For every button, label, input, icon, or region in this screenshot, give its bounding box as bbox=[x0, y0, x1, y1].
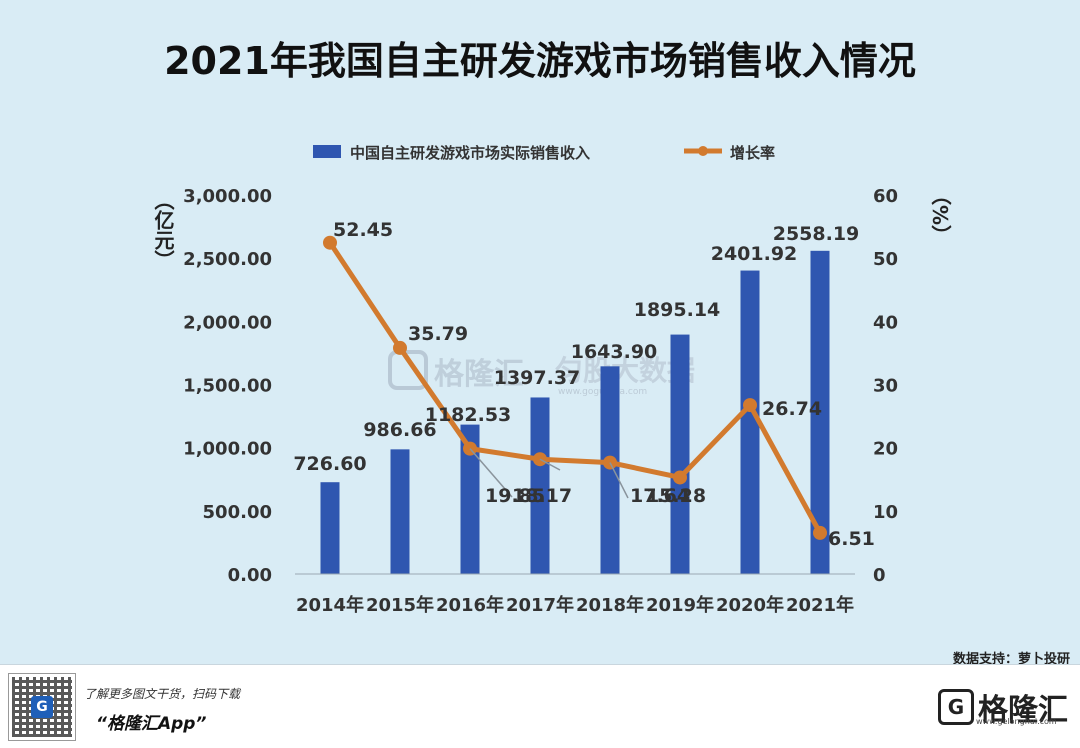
line-value-label: 17.64 bbox=[630, 485, 690, 507]
y-tick-label: 2,500.00 bbox=[183, 249, 272, 270]
legend-line-label: 增长率 bbox=[730, 144, 775, 162]
growth-rate-point bbox=[743, 398, 757, 413]
growth-rate-point bbox=[673, 470, 687, 485]
y-tick-label: 2,000.00 bbox=[183, 312, 272, 333]
brand-url: www.gelonghui.com bbox=[976, 717, 1057, 726]
y-tick-label: 500.00 bbox=[203, 502, 272, 523]
y2-axis-label: （%） bbox=[928, 185, 952, 245]
brand-logo: G 格隆汇 www.gelonghui.com bbox=[938, 685, 1068, 728]
bar bbox=[810, 250, 830, 575]
growth-rate-point bbox=[813, 525, 827, 540]
bar-value-label: 1182.53 bbox=[425, 404, 512, 426]
bar-value-label: 2401.92 bbox=[711, 243, 798, 265]
x-tick-label: 2021年 bbox=[786, 594, 854, 616]
line-value-label: 18.17 bbox=[512, 485, 572, 507]
line-value-label: 26.74 bbox=[762, 398, 822, 420]
line-value-label: 6.51 bbox=[828, 528, 875, 550]
x-tick-label: 2020年 bbox=[716, 594, 784, 616]
bar bbox=[530, 397, 550, 574]
x-tick-label: 2015年 bbox=[366, 594, 434, 616]
x-tick-label: 2017年 bbox=[506, 594, 574, 616]
combo-chart: 格隆汇匀股大数据www.gogudata.com 726.60986.66118… bbox=[151, 144, 952, 616]
bar-value-label: 1397.37 bbox=[494, 367, 581, 389]
bar bbox=[460, 424, 480, 574]
data-source: 数据支持：萝卜投研 bbox=[952, 652, 1070, 667]
y2-tick-label: 20 bbox=[873, 439, 898, 460]
bar-value-label: 1643.90 bbox=[571, 341, 658, 363]
bar-value-label: 986.66 bbox=[363, 419, 436, 441]
line-value-label: 19.85 bbox=[485, 485, 545, 507]
bar-value-label: 726.60 bbox=[293, 453, 366, 475]
promo-text: 了解更多图文干货，扫码下载 bbox=[84, 687, 241, 701]
brand-g-icon: G bbox=[938, 689, 974, 725]
watermark-brand: 格隆汇 bbox=[434, 357, 524, 392]
growth-rate-point bbox=[323, 235, 337, 250]
bar bbox=[740, 270, 760, 574]
growth-rate-point bbox=[393, 340, 407, 355]
chart-title: 2021年我国自主研发游戏市场销售收入情况 bbox=[164, 39, 916, 83]
y2-tick-label: 60 bbox=[873, 186, 898, 207]
y2-tick-label: 50 bbox=[873, 249, 898, 270]
label-leader-line bbox=[469, 448, 513, 498]
x-tick-label: 2019年 bbox=[646, 594, 714, 616]
qr-logo-icon: G bbox=[31, 696, 53, 718]
legend-bar-label: 中国自主研发游戏市场实际销售收入 bbox=[350, 144, 590, 162]
footer: G 了解更多图文干货，扫码下载 “格隆汇App” G 格隆汇 www.gelong… bbox=[0, 664, 1080, 748]
label-leader-line bbox=[539, 458, 561, 471]
y2-tick-label: 10 bbox=[873, 502, 898, 523]
y-tick-label: 1,500.00 bbox=[183, 376, 272, 397]
bar bbox=[600, 366, 620, 574]
growth-rate-line bbox=[327, 241, 823, 535]
y-tick-label: 0.00 bbox=[228, 565, 272, 586]
x-tick-label: 2018年 bbox=[576, 594, 644, 616]
line-value-label: 15.28 bbox=[646, 485, 706, 507]
brand-name: 格隆汇 bbox=[978, 693, 1068, 728]
y2-tick-label: 40 bbox=[873, 312, 898, 333]
legend-line-marker bbox=[698, 146, 708, 156]
y2-tick-label: 0 bbox=[873, 565, 886, 586]
x-tick-label: 2014年 bbox=[296, 594, 364, 616]
y-tick-label: 1,000.00 bbox=[183, 439, 272, 460]
legend-bar-swatch bbox=[313, 145, 341, 158]
x-tick-label: 2016年 bbox=[436, 594, 504, 616]
qr-code[interactable]: G bbox=[8, 673, 76, 741]
line-value-label: 35.79 bbox=[408, 323, 468, 345]
bar bbox=[670, 334, 690, 574]
bar bbox=[390, 449, 410, 574]
watermark-logo-icon bbox=[388, 350, 428, 390]
y-axis-label: （亿元） bbox=[151, 190, 175, 270]
bar bbox=[320, 482, 340, 574]
bar-value-label: 1895.14 bbox=[634, 299, 721, 321]
bar-value-label: 2558.19 bbox=[773, 223, 860, 245]
line-value-label: 52.45 bbox=[333, 219, 393, 241]
y2-tick-label: 30 bbox=[873, 376, 898, 397]
y-tick-label: 3,000.00 bbox=[183, 186, 272, 207]
app-name: “格隆汇App” bbox=[96, 714, 207, 734]
label-leader-line bbox=[609, 462, 629, 499]
